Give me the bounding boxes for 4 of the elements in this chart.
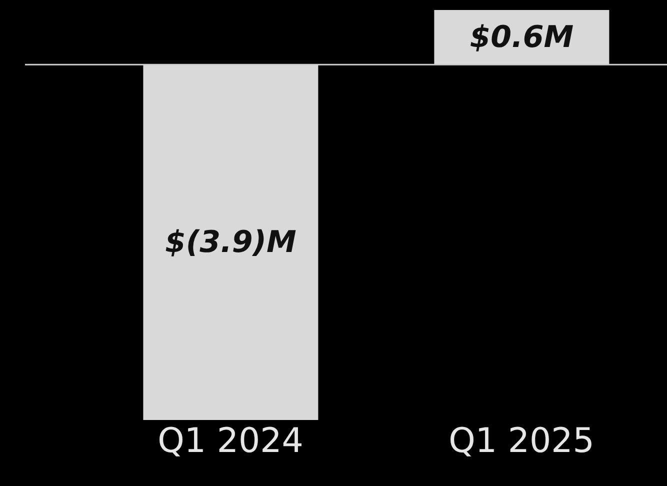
data-label: $(3.9)M <box>165 224 296 260</box>
x-tick-label: Q1 2024 <box>158 421 304 462</box>
data-label: $0.6M <box>470 20 574 55</box>
x-tick-label: Q1 2025 <box>448 421 594 462</box>
